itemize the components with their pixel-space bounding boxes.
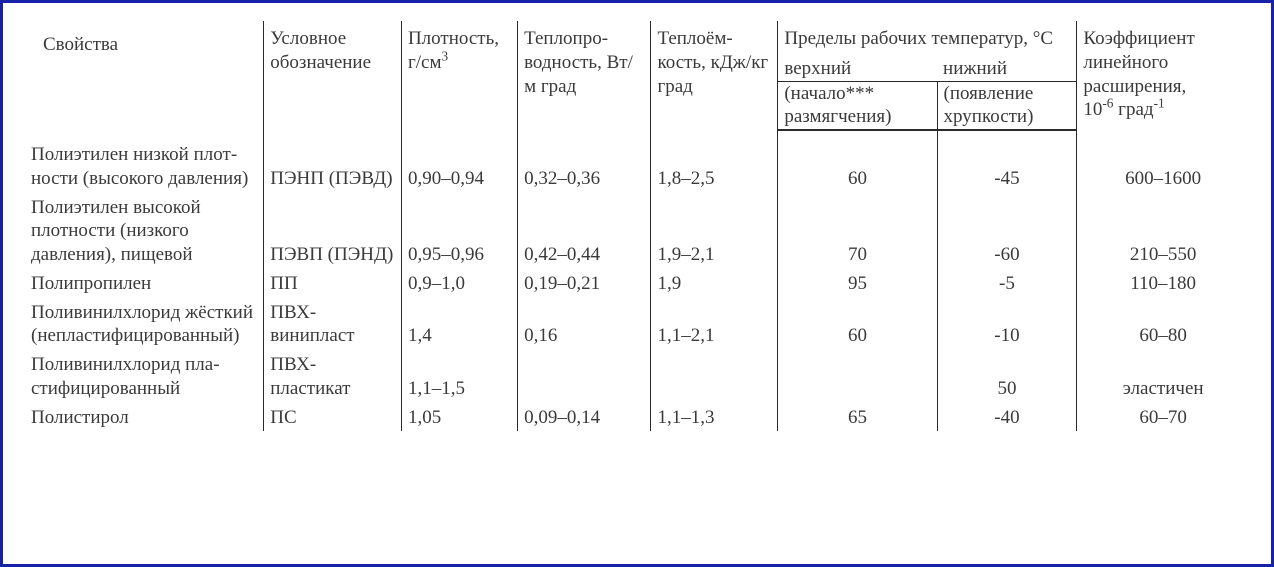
cell-t_lo: -60 [937,193,1077,269]
table-row: Полиэтилен высокой плотности (низкого да… [25,193,1249,269]
cell-abbr: ПС [264,403,402,432]
cell-t_lo: 50 [937,350,1077,403]
cell-density: 0,95–0,96 [401,193,517,269]
hdr-density: Плотность, г/см3 [401,21,517,130]
cell-cond: 0,42–0,44 [518,193,651,269]
cell-heat: 1,1–2,1 [651,298,778,351]
cell-expan: 60–70 [1077,403,1249,432]
cell-expan: 60–80 [1077,298,1249,351]
cell-expan: 600–1600 [1077,140,1249,193]
cell-density: 1,4 [401,298,517,351]
cell-heat [651,350,778,403]
table-row: Поливинилхлорид жёсткий (непластифи­циро… [25,298,1249,351]
hdr-expansion: Коэффициент линейного расширения, 10-6 г… [1077,21,1249,130]
cell-t_hi: 60 [778,298,937,351]
cell-heat: 1,1–1,3 [651,403,778,432]
cell-t_hi [778,350,937,403]
cell-t_hi: 60 [778,140,937,193]
cell-density: 1,1–1,5 [401,350,517,403]
properties-table: Свойства Условное обозначение Плотность,… [25,21,1249,431]
cell-t_lo: -10 [937,298,1077,351]
cell-cond [518,350,651,403]
cell-t_lo: -40 [937,403,1077,432]
hdr-temp-lower: нижний [937,57,1077,81]
cell-heat: 1,8–2,5 [651,140,778,193]
cell-abbr: ПВХ-пластикат [264,350,402,403]
cell-t_lo: -5 [937,269,1077,298]
cell-abbr: ПП [264,269,402,298]
cell-heat: 1,9 [651,269,778,298]
cell-expan: 110–180 [1077,269,1249,298]
hdr-conductivity: Теплопро­водность, Вт/м град [518,21,651,130]
table-body: Полиэтилен низкой плот­ности (высокого д… [25,140,1249,431]
cell-name: Поливинилхлорид пла­стифицированный [25,350,264,403]
table-row: ПолипропиленПП0,9–1,00,19–0,211,995-5110… [25,269,1249,298]
table-row: Полиэтилен низкой плот­ности (высокого д… [25,140,1249,193]
cell-cond: 0,16 [518,298,651,351]
cell-density: 0,90–0,94 [401,140,517,193]
cell-name: Полиэтилен низкой плот­ности (высокого д… [25,140,264,193]
cell-density: 0,9–1,0 [401,269,517,298]
cell-t_hi: 70 [778,193,937,269]
spacer-row [25,130,1249,140]
cell-t_hi: 65 [778,403,937,432]
cell-t_hi: 95 [778,269,937,298]
cell-density: 1,05 [401,403,517,432]
table-row: ПолистиролПС1,050,09–0,141,1–1,365-4060–… [25,403,1249,432]
hdr-temp-upper-note: (начало*** размягчения) [778,81,937,130]
hdr-properties: Свойства [25,21,264,130]
hdr-temp-upper: верхний [778,57,937,81]
hdr-heatcap: Теплоём­кость, кДж/кг град [651,21,778,130]
table-row: Поливинилхлорид пла­стифицированныйПВХ-п… [25,350,1249,403]
cell-name: Полистирол [25,403,264,432]
cell-expan: 210–550 [1077,193,1249,269]
cell-name: Полипропилен [25,269,264,298]
cell-abbr: ПЭВП (ПЭНД) [264,193,402,269]
cell-cond: 0,19–0,21 [518,269,651,298]
document-frame: Свойства Условное обозначение Плотность,… [0,0,1274,567]
cell-name: Полиэтилен высокой плотности (низкого да… [25,193,264,269]
cell-abbr: ПЭНП (ПЭВД) [264,140,402,193]
hdr-temp-lower-note: (появление хрупкости) [937,81,1077,130]
header-row-1: Свойства Условное обозначение Плотность,… [25,21,1249,57]
cell-expan: эластичен [1077,350,1249,403]
cell-heat: 1,9–2,1 [651,193,778,269]
cell-abbr: ПВХ-винипласт [264,298,402,351]
cell-t_lo: -45 [937,140,1077,193]
cell-cond: 0,09–0,14 [518,403,651,432]
hdr-abbr: Условное обозначение [264,21,402,130]
hdr-temp-range: Пределы рабочих температур, °С [778,21,1077,57]
cell-name: Поливинилхлорид жёсткий (непластифи­циро… [25,298,264,351]
cell-cond: 0,32–0,36 [518,140,651,193]
